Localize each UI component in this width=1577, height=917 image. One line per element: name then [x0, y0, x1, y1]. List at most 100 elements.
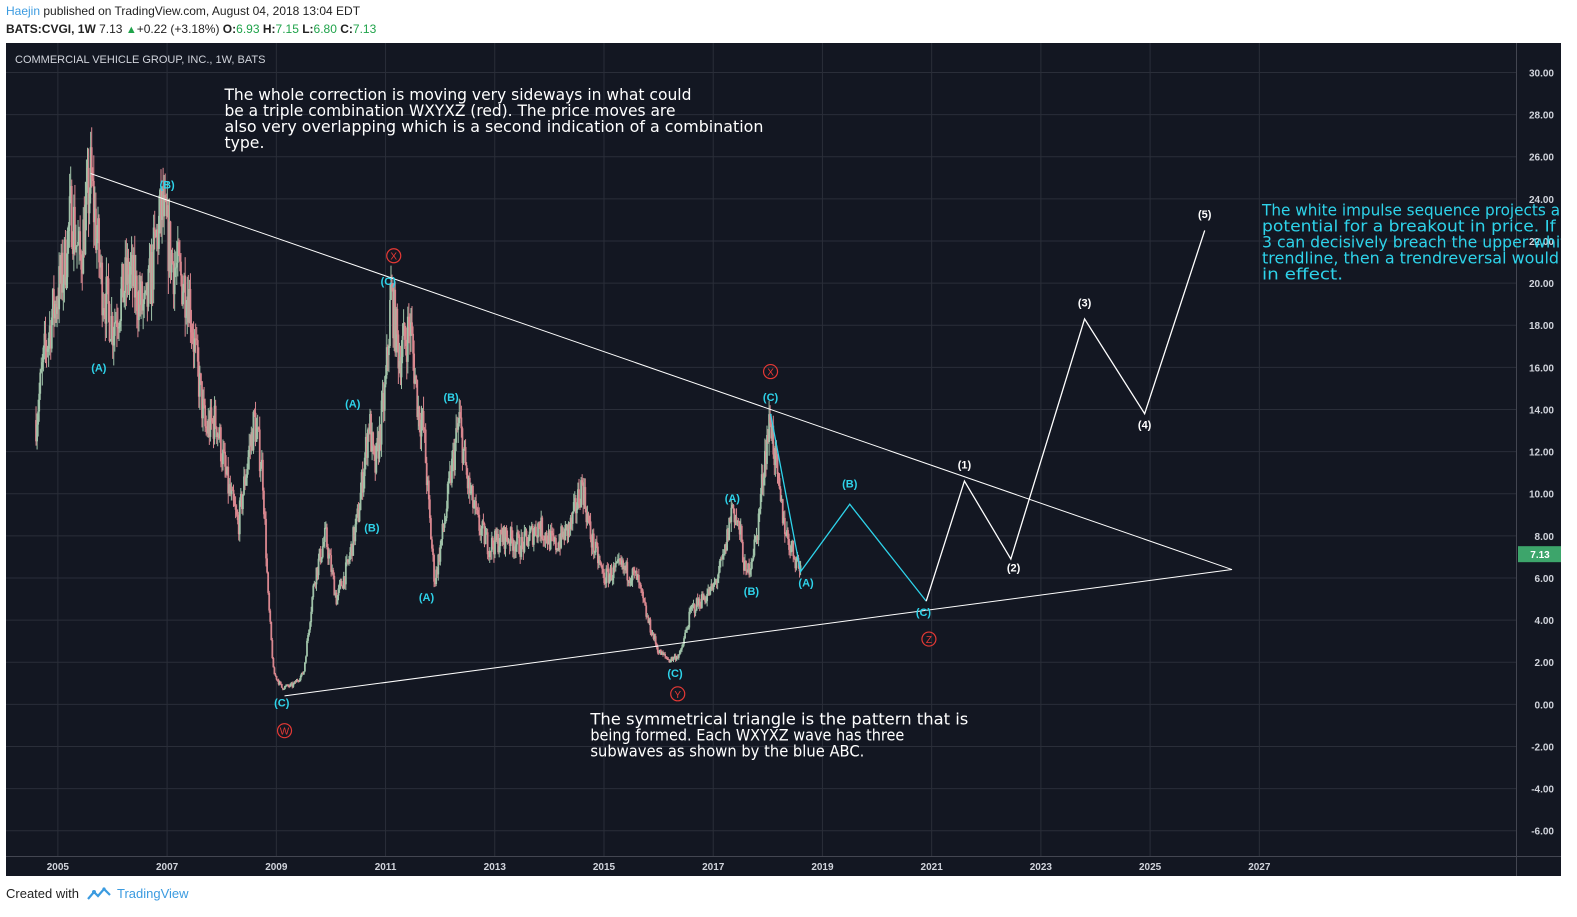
candle-body	[317, 558, 320, 576]
candle-body	[248, 445, 251, 458]
candle-body	[468, 477, 471, 494]
candle-body	[281, 687, 284, 690]
candle-body	[370, 414, 372, 452]
candle-body	[543, 539, 546, 541]
last-price: 7.13	[99, 22, 123, 36]
candle-body	[212, 420, 215, 439]
candle-body	[731, 504, 734, 508]
candle-body	[469, 491, 472, 494]
candle-body	[641, 588, 643, 592]
candle-body	[647, 616, 650, 623]
price-axis: 30.00 28.00 26.00 24.00 22.00 20.00 18.00 16.00…	[1529, 68, 1554, 837]
candle-body	[479, 530, 482, 536]
candle-body	[117, 326, 119, 329]
candle-body	[604, 583, 607, 585]
candle-body	[724, 544, 726, 554]
wave-label-red-circle	[670, 686, 686, 702]
candle-body	[681, 647, 683, 650]
candle-body	[373, 446, 376, 456]
candle-body	[727, 529, 730, 541]
candle-body	[536, 535, 538, 538]
candle-body	[535, 526, 537, 536]
candle-body	[346, 559, 348, 563]
candle-body	[273, 667, 276, 675]
candle-body	[181, 275, 183, 305]
candle-body	[223, 449, 225, 452]
candle-body	[531, 525, 534, 545]
candle-body	[461, 428, 464, 464]
candle-body	[612, 565, 615, 579]
candle-body	[589, 521, 592, 540]
candle-body	[441, 523, 444, 540]
candle-body	[182, 291, 184, 305]
candle-body	[331, 570, 334, 572]
candle-body	[422, 410, 425, 430]
candle-body	[134, 275, 137, 298]
candle-body	[432, 548, 434, 556]
candle-body	[132, 255, 135, 287]
candle-body	[154, 232, 157, 238]
candle-body	[285, 685, 287, 687]
annotation-line: The symmetrical triangle is the pattern …	[589, 709, 968, 728]
candle-body	[626, 562, 629, 581]
candle-body	[436, 569, 439, 575]
candle-body	[279, 681, 282, 684]
candle-body	[425, 462, 428, 486]
candle-body	[648, 619, 651, 623]
candle-body	[106, 276, 109, 279]
chart-panel[interactable]: 30.00 28.00 26.00 24.00 22.00 20.00 18.00 16.00…	[6, 43, 1561, 876]
candle-body	[517, 532, 519, 535]
candle-body	[524, 530, 527, 532]
candle-body	[165, 197, 168, 217]
wave-label-cyan: (B)	[364, 523, 380, 535]
candle-body	[557, 548, 559, 550]
candle-body	[464, 447, 467, 466]
candle-body	[733, 508, 736, 523]
price-chart[interactable]: 30.00 28.00 26.00 24.00 22.00 20.00 18.00 16.00…	[6, 43, 1561, 876]
candle-body	[773, 454, 776, 466]
candle-body	[280, 683, 283, 688]
candle-body	[217, 433, 220, 439]
tradingview-logo-link[interactable]: TradingView	[87, 886, 189, 901]
candle-body	[748, 563, 751, 575]
candle-body	[226, 466, 229, 475]
candle-body	[739, 526, 742, 535]
candle-body	[270, 621, 273, 641]
footer: Created with TradingView	[6, 886, 189, 901]
candle-body	[669, 660, 672, 663]
candle-body	[289, 684, 292, 687]
candle-body	[610, 567, 613, 581]
candle-body	[660, 649, 662, 655]
wave-label-red: X	[390, 252, 397, 263]
candle-body	[458, 412, 461, 424]
candle-body	[545, 532, 548, 541]
candle-body	[148, 258, 151, 269]
candle-body	[102, 308, 105, 316]
candle-body	[306, 640, 308, 657]
author-link[interactable]: Haejin	[6, 4, 41, 18]
candle-body	[411, 322, 413, 334]
candle-body	[654, 636, 657, 644]
candle-body	[488, 550, 491, 558]
candle-body	[177, 242, 180, 255]
candle-body	[339, 580, 342, 584]
candle-body	[781, 499, 784, 524]
candle-body	[259, 468, 262, 472]
candle-body	[389, 300, 391, 346]
candle-body	[332, 570, 335, 576]
candle-body	[412, 333, 414, 354]
candle-body	[575, 508, 578, 514]
candle-body	[41, 362, 44, 370]
candle-body	[229, 484, 232, 495]
candle-body	[137, 311, 139, 321]
candle-body	[201, 381, 203, 419]
candle-body	[772, 425, 775, 455]
candle-body	[702, 594, 704, 600]
candle-body	[265, 518, 267, 559]
candle-body	[343, 576, 346, 585]
wave-label-cyan: (B)	[744, 586, 760, 598]
candle-body	[643, 598, 646, 602]
candle-body	[419, 426, 422, 437]
candle-body	[72, 206, 75, 254]
candle-body	[364, 436, 367, 458]
